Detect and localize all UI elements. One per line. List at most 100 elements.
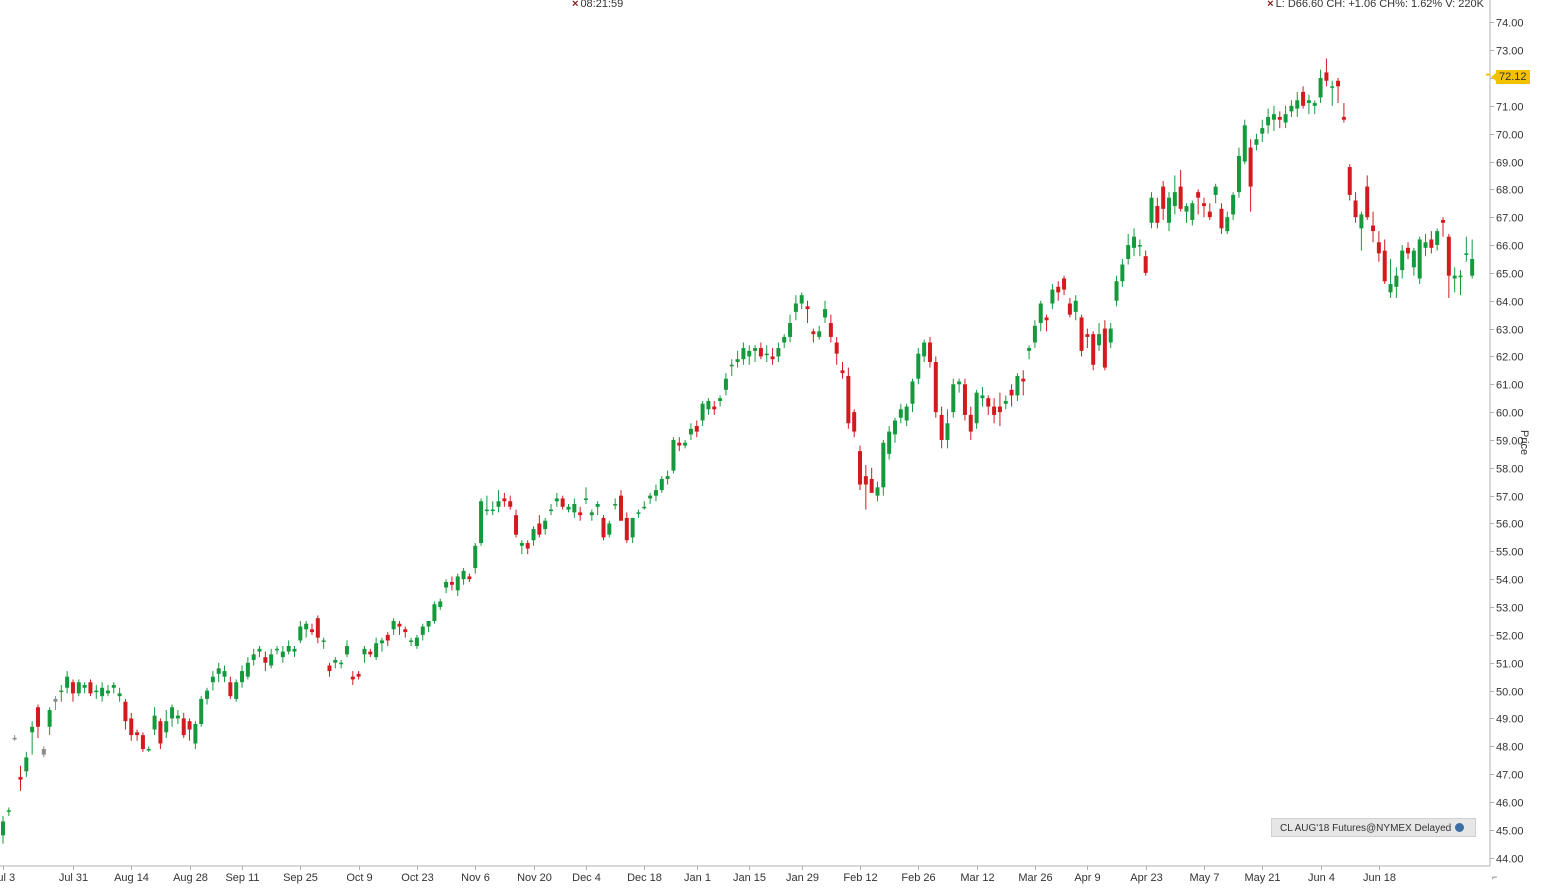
candle (1336, 77, 1341, 104)
y-tick-label: 61.00 (1496, 380, 1524, 392)
candle-body (613, 504, 618, 506)
close-icon[interactable]: × (1267, 0, 1274, 10)
candle-body (1318, 77, 1323, 98)
candle (607, 520, 612, 538)
candle-body (607, 523, 612, 535)
candle (1178, 169, 1183, 212)
candle (1464, 236, 1469, 262)
y-tick-label: 66.00 (1496, 241, 1524, 253)
candle (805, 300, 810, 324)
candle-body (741, 348, 746, 360)
candle (659, 476, 664, 493)
x-tick-label: Mar 26 (1018, 872, 1052, 884)
candle-body (397, 623, 402, 627)
candle (1085, 328, 1090, 349)
candle (502, 492, 507, 507)
candle-body (514, 515, 519, 535)
candle (1394, 267, 1399, 298)
candle-body (321, 640, 326, 642)
candle-body (350, 676, 355, 680)
candle (187, 718, 192, 741)
candle-body (811, 331, 816, 335)
candle (1341, 103, 1346, 123)
x-tick-label: Sep 11 (225, 872, 259, 884)
candle (1207, 203, 1212, 220)
candle-body (788, 323, 793, 337)
candle (1102, 320, 1107, 371)
candle (653, 484, 658, 502)
candle (420, 623, 425, 641)
candle-body (1312, 103, 1317, 106)
candle-body (706, 400, 711, 410)
candle (665, 470, 670, 485)
candle (1330, 80, 1335, 106)
candle-body (94, 690, 99, 693)
candle-body (59, 690, 64, 693)
y-tick-label: 50.00 (1496, 687, 1524, 699)
candle (887, 426, 892, 460)
candle-body (228, 682, 233, 697)
candle-body (1149, 197, 1154, 223)
candle-body (1003, 400, 1008, 404)
candle (18, 765, 23, 791)
candle (1073, 295, 1078, 321)
candle-body (986, 398, 991, 407)
x-tick-label: May 21 (1244, 872, 1280, 884)
candle-body (776, 348, 781, 357)
candle-body (869, 478, 874, 493)
candle (1470, 239, 1475, 279)
x-tick-label: Oct 23 (401, 872, 433, 884)
candle (414, 634, 419, 649)
close-icon[interactable]: × (572, 0, 579, 10)
candle (304, 620, 309, 638)
candle-body (449, 581, 454, 585)
candle (1295, 91, 1300, 117)
y-tick-label: 60.00 (1496, 408, 1524, 420)
candle-body (1108, 328, 1113, 343)
candle (595, 501, 600, 516)
candle-body (1120, 264, 1125, 282)
candle (1027, 345, 1032, 360)
candle-body (1242, 125, 1247, 162)
candle-body (327, 665, 332, 672)
candle-body (863, 476, 868, 485)
candle (210, 671, 215, 691)
candle-body (111, 685, 116, 688)
candle-body (887, 431, 892, 454)
candle-body (391, 620, 396, 630)
candle-body (624, 517, 629, 541)
candle-body (962, 384, 967, 415)
candle (245, 657, 250, 680)
candle-body (1406, 247, 1411, 254)
candle (863, 465, 868, 510)
y-tick-label: 48.00 (1496, 742, 1524, 754)
candle-body (444, 581, 449, 588)
candle-body (152, 715, 157, 730)
symbol-badge[interactable]: CL AUG'18 Futures@NYMEX Delayed (1271, 818, 1476, 837)
candle (1283, 105, 1288, 129)
candle-body (88, 682, 93, 694)
candle (1126, 233, 1131, 265)
candle-body (1027, 348, 1032, 351)
candle (234, 679, 239, 702)
candle (309, 623, 314, 635)
candle-body (1132, 236, 1137, 248)
candle-body (263, 657, 268, 663)
candle (1353, 192, 1358, 223)
candle-body (1190, 203, 1195, 220)
candle (397, 620, 402, 635)
candle (117, 687, 122, 702)
candle-body (1423, 242, 1428, 248)
candle (1324, 58, 1329, 87)
candle-body (927, 342, 932, 362)
candle-body (688, 428, 693, 435)
candle-body (875, 487, 880, 496)
candle (158, 718, 163, 750)
candle-body (828, 323, 833, 337)
x-tick-label: Feb 26 (901, 872, 935, 884)
candle-body (269, 654, 274, 666)
candle-body (193, 723, 198, 744)
resize-corner-icon[interactable]: ⌐ (1492, 872, 1498, 882)
y-tick-label: 49.00 (1496, 714, 1524, 726)
candle (298, 620, 303, 644)
